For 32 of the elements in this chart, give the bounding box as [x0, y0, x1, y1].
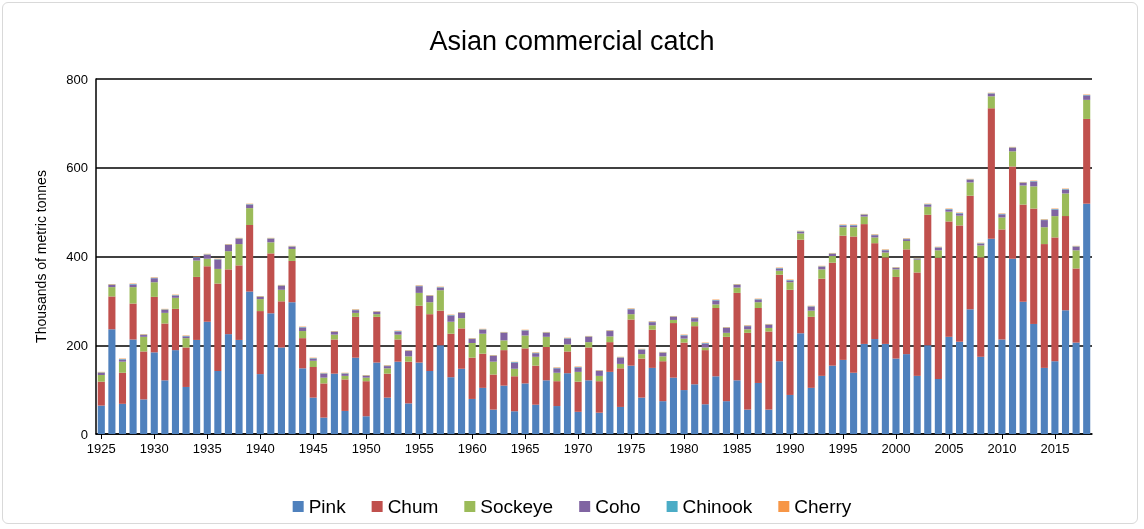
x-tick-label: 1930 — [139, 441, 169, 456]
legend-label: Sockeye — [480, 496, 554, 517]
x-tick-label: 1960 — [457, 441, 487, 456]
x-tick-label: 1985 — [722, 441, 752, 456]
y-tick-label: 600 — [66, 160, 88, 176]
x-tick-label: 1940 — [245, 441, 275, 456]
y-tick-label: 0 — [80, 426, 88, 442]
x-tick-label: 1995 — [828, 441, 858, 456]
legend-label: Chinook — [682, 496, 753, 517]
legend-label: Coho — [595, 496, 641, 517]
y-tick-label: 800 — [66, 71, 88, 87]
x-tick-label: 1945 — [298, 441, 328, 456]
y-axis-title: Thousands of metric tonnes — [33, 170, 49, 343]
x-tick-label: 1950 — [351, 441, 381, 456]
legend-label: Cherry — [794, 496, 852, 517]
x-tick-label: 1955 — [404, 441, 434, 456]
x-tick-label: 2015 — [1040, 441, 1070, 456]
y-tick-label: 400 — [66, 249, 88, 264]
legend-label: Pink — [308, 496, 347, 517]
x-tick-label: 2005 — [934, 441, 964, 456]
x-tick-label: 2010 — [987, 441, 1017, 456]
x-tick-label: 2000 — [881, 441, 911, 456]
x-tick-label: 1975 — [616, 441, 646, 456]
y-tick-label: 200 — [66, 337, 88, 353]
chart-title: Asian commercial catch — [429, 25, 715, 56]
x-tick-label: 1980 — [669, 441, 699, 456]
x-tick-label: 1935 — [192, 441, 222, 456]
legend-label: Chum — [387, 496, 439, 517]
x-tick-label: 1970 — [563, 441, 593, 456]
x-tick-label: 1965 — [510, 441, 540, 456]
x-tick-label: 1990 — [775, 441, 805, 456]
x-tick-label: 1925 — [86, 441, 116, 456]
